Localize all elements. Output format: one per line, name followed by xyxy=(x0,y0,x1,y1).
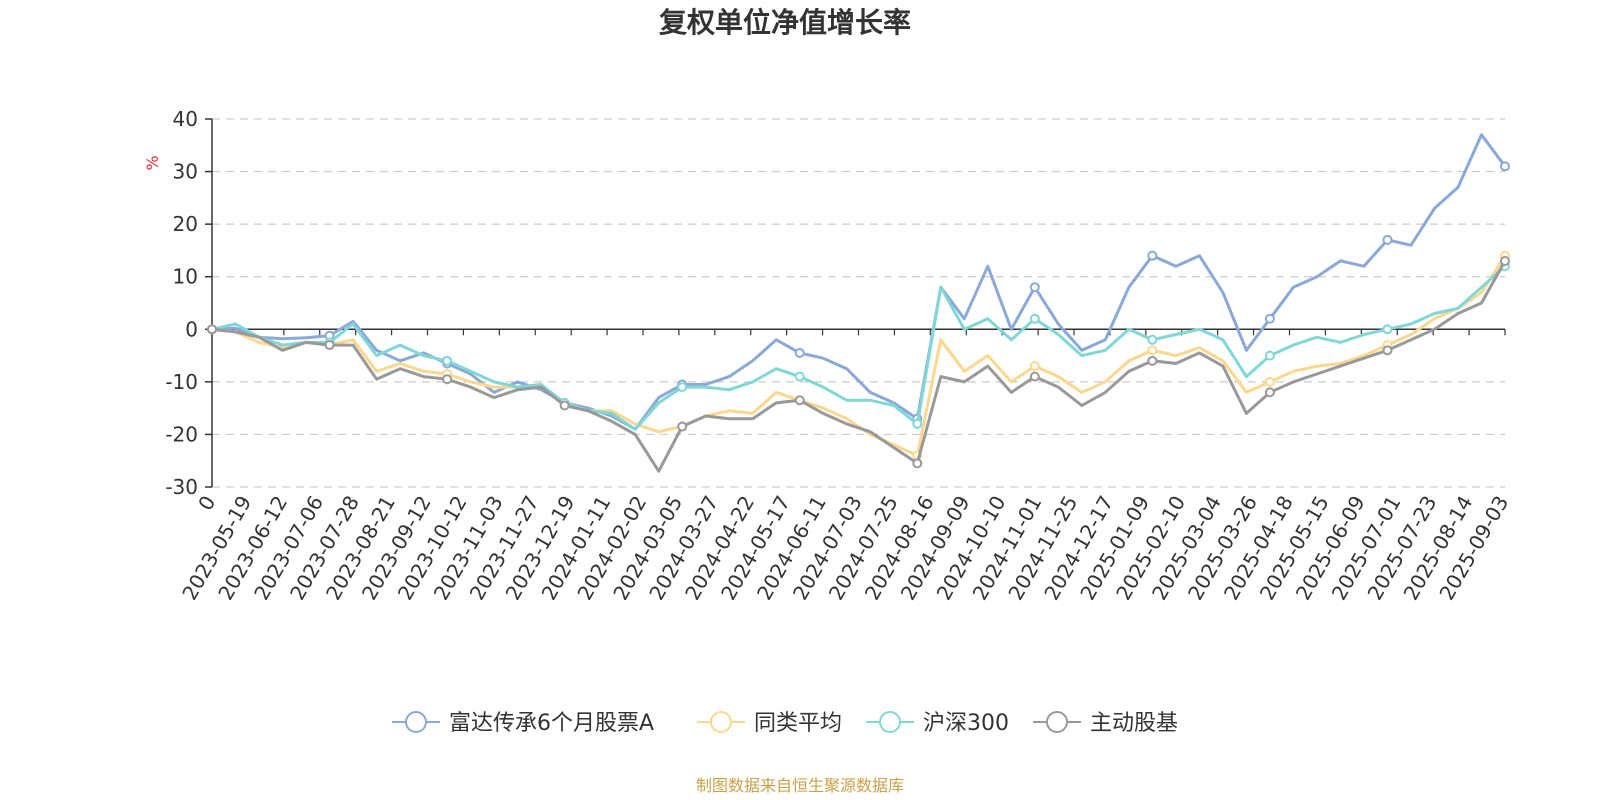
series-point[interactable] xyxy=(559,400,570,411)
series-point[interactable] xyxy=(794,371,805,382)
legend-circle-icon xyxy=(405,711,427,733)
legend[interactable]: 富达传承6个月股票A 同类平均 沪深300 主动股基 xyxy=(392,711,1178,736)
y-tick-label: -30 xyxy=(165,475,198,499)
x-axis-ticks: 02023-05-192023-06-122023-07-062023-07-2… xyxy=(177,329,1513,604)
series-point[interactable] xyxy=(1147,250,1158,261)
legend-label: 富达传承6个月股票A xyxy=(449,711,654,736)
series-line xyxy=(211,265,1506,431)
series-point[interactable] xyxy=(1500,255,1510,266)
series-point[interactable] xyxy=(207,324,217,335)
series-point[interactable] xyxy=(1382,345,1393,356)
series-point[interactable] xyxy=(1029,361,1040,372)
series-point[interactable] xyxy=(1264,376,1275,387)
series-point[interactable] xyxy=(677,421,688,432)
series-point[interactable] xyxy=(794,395,805,406)
legend-item[interactable]: 富达传承6个月股票A xyxy=(392,711,654,736)
y-axis-ticks: -30 -20 -10 0 10 20 30 40 xyxy=(165,107,212,499)
series-point[interactable] xyxy=(1382,234,1393,245)
legend-circle-icon xyxy=(1046,711,1068,733)
series-point[interactable] xyxy=(1264,387,1275,398)
series-point[interactable] xyxy=(442,355,453,366)
series-lines xyxy=(207,133,1510,473)
legend-item[interactable]: 同类平均 xyxy=(697,711,842,736)
series-point[interactable] xyxy=(677,382,688,393)
y-tick-label: 30 xyxy=(173,160,198,184)
series-point[interactable] xyxy=(794,347,805,358)
series-point[interactable] xyxy=(1500,161,1510,172)
y-tick-label: 0 xyxy=(185,317,198,341)
axes xyxy=(211,119,1505,487)
legend-label: 沪深300 xyxy=(923,711,1009,736)
legend-label: 主动股基 xyxy=(1090,711,1178,736)
series-point[interactable] xyxy=(1029,282,1040,293)
series-point[interactable] xyxy=(1029,371,1040,382)
x-tick-label: 0 xyxy=(193,492,220,515)
legend-circle-icon xyxy=(879,711,901,733)
series-point[interactable] xyxy=(1029,313,1040,324)
y-tick-label: -10 xyxy=(165,370,198,394)
chart-title: 复权单位净值增长率 xyxy=(659,6,911,39)
y-tick-label: 10 xyxy=(173,265,198,289)
series-point[interactable] xyxy=(1264,350,1275,361)
series-point[interactable] xyxy=(324,340,335,351)
legend-item[interactable]: 沪深300 xyxy=(866,711,1009,736)
series-line xyxy=(211,133,1507,431)
legend-circle-icon xyxy=(710,711,732,733)
data-source-note: 制图数据来自恒生聚源数据库 xyxy=(696,776,904,795)
series-point[interactable] xyxy=(1147,345,1158,356)
legend-item[interactable]: 主动股基 xyxy=(1033,711,1178,736)
legend-label: 同类平均 xyxy=(754,711,842,736)
y-tick-label: 40 xyxy=(173,107,198,131)
y-axis-unit: % xyxy=(143,155,162,170)
grid-lines xyxy=(212,118,1505,488)
y-tick-label: -20 xyxy=(165,422,198,446)
series-line xyxy=(211,254,1507,457)
series-point[interactable] xyxy=(1147,355,1158,366)
series-point[interactable] xyxy=(1382,324,1393,335)
series-point[interactable] xyxy=(442,374,453,385)
series-point[interactable] xyxy=(1147,334,1158,345)
series-line xyxy=(211,260,1507,473)
series-point[interactable] xyxy=(912,458,923,469)
series-point[interactable] xyxy=(912,418,923,429)
series-point[interactable] xyxy=(1264,313,1275,324)
y-tick-label: 20 xyxy=(173,212,198,236)
